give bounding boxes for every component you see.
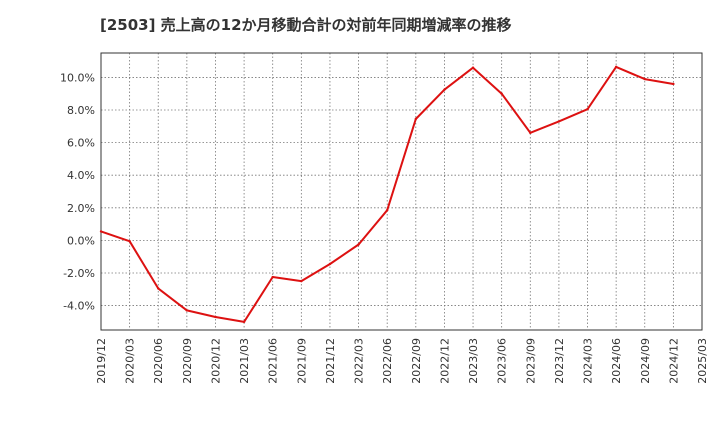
data-point [557, 120, 561, 123]
x-tick-label: 2021/09 [295, 338, 308, 384]
y-tick-label: -2.0% [63, 267, 95, 280]
data-point [614, 65, 618, 69]
data-point [385, 209, 389, 212]
data-point [300, 279, 303, 283]
x-tick-label: 2025/03 [696, 338, 709, 384]
x-tick-label: 2024/03 [582, 338, 595, 384]
y-axis: -4.0% -2.0% 0.0% 2.0% 4.0% 6.0% 8.0% 10.0% [60, 71, 95, 312]
grid-lines [101, 53, 702, 330]
data-point [414, 117, 418, 121]
y-tick-label: 8.0% [67, 104, 95, 117]
x-tick-label: 2024/12 [667, 338, 680, 384]
y-tick-label: 0.0% [67, 234, 95, 247]
x-tick-label: 2024/06 [610, 338, 623, 384]
data-point [529, 131, 532, 135]
x-tick-label: 2022/06 [381, 338, 394, 384]
y-tick-label: -4.0% [63, 300, 95, 313]
x-tick-label: 2021/12 [324, 338, 337, 384]
x-tick-label: 2020/12 [209, 338, 222, 384]
x-tick-label: 2022/09 [410, 338, 423, 384]
x-tick-label: 2020/06 [152, 338, 165, 384]
x-tick-label: 2019/12 [95, 338, 108, 384]
plot-frame [100, 52, 703, 331]
y-tick-label: 6.0% [67, 137, 95, 150]
data-point [214, 315, 217, 319]
x-tick-label: 2023/06 [496, 338, 509, 384]
data-point [643, 77, 646, 81]
chart-title: [2503] 売上高の12か月移動合計の対前年同期増減率の推移 [100, 16, 512, 34]
x-tick-label: 2020/09 [181, 338, 194, 384]
x-tick-label: 2024/09 [639, 338, 652, 384]
x-tick-label: 2020/03 [124, 338, 137, 384]
series-layer [99, 65, 675, 324]
data-point [157, 287, 160, 290]
data-point [99, 230, 103, 233]
data-point [471, 66, 475, 69]
x-axis: 2019/12 2020/03 2020/06 2020/09 2020/12 2021/… [95, 338, 709, 384]
data-point [128, 239, 131, 243]
data-point [185, 309, 189, 312]
data-point [242, 320, 246, 324]
y-tick-label: 4.0% [67, 169, 95, 182]
data-point [328, 262, 332, 266]
data-point [443, 88, 446, 91]
x-tick-label: 2023/12 [553, 338, 566, 384]
x-tick-label: 2021/06 [267, 338, 280, 384]
data-point [672, 82, 675, 86]
y-tick-label: 2.0% [67, 202, 95, 215]
x-tick-label: 2023/03 [467, 338, 480, 384]
x-tick-label: 2021/03 [238, 338, 251, 384]
data-point [500, 92, 503, 95]
x-tick-label: 2022/12 [438, 338, 451, 384]
data-point [586, 108, 589, 111]
data-point [357, 243, 360, 246]
y-tick-label: 10.0% [60, 71, 95, 84]
data-point [271, 275, 274, 279]
x-tick-label: 2022/03 [353, 338, 366, 384]
x-tick-label: 2023/09 [524, 338, 537, 384]
